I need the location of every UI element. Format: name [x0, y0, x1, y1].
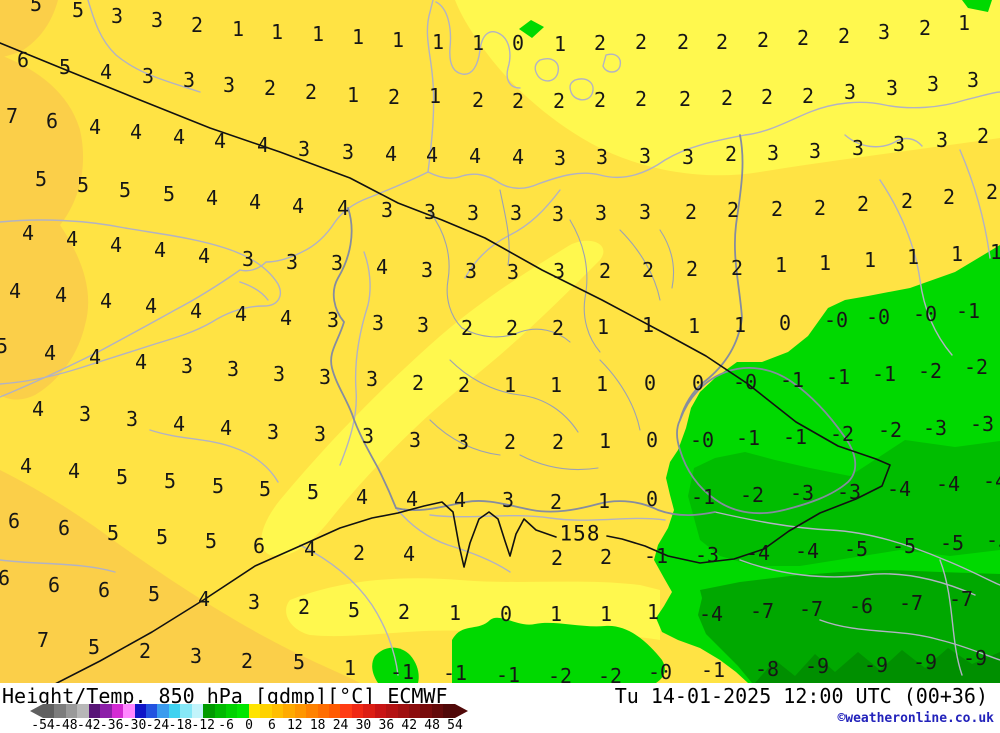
legend-color-segment — [157, 704, 169, 718]
legend-color-segment — [145, 704, 158, 718]
legend-tick-label: 6 — [267, 718, 276, 733]
legend-color-segment — [111, 704, 124, 718]
legend-tick-label: -42 — [77, 718, 101, 733]
shade-green-alps — [452, 617, 665, 683]
legend-color-segment — [168, 704, 181, 718]
shade-green-small — [372, 647, 419, 683]
legend-color-segment — [386, 704, 398, 718]
legend-color-segment — [409, 704, 421, 718]
legend-color-segment — [260, 704, 272, 718]
height-contour-158 — [0, 42, 891, 683]
legend-color-segment — [214, 704, 226, 718]
shade-gold-west — [0, 55, 89, 400]
legend-colorbar — [43, 704, 455, 718]
legend-tick-label: 18 — [309, 718, 326, 733]
legend-color-segment — [283, 704, 295, 718]
legend-color-segment — [43, 704, 55, 718]
legend-tick-label: 0 — [245, 718, 253, 733]
legend-color-segment — [237, 704, 249, 718]
legend-tick-label: 42 — [401, 718, 418, 733]
legend-color-segment — [123, 704, 135, 718]
legend-color-segment — [374, 704, 387, 718]
shade-bright-band — [261, 240, 604, 556]
coastlines — [0, 0, 1000, 676]
shade-gold-corner — [0, 0, 58, 58]
legend-color-segment — [340, 704, 352, 718]
legend-color-segment — [431, 704, 444, 718]
legend-color-segment — [351, 704, 364, 718]
legend-color-segment — [294, 704, 307, 718]
legend-tick-label: 54 — [447, 718, 463, 733]
legend-color-segment — [203, 704, 215, 718]
legend-color-segment — [191, 704, 204, 718]
legend-tick-label: -24 — [145, 718, 170, 733]
legend-tick-label: -54 — [31, 718, 55, 733]
shade-green-darkest — [755, 648, 1000, 683]
legend-tick-label: -12 — [191, 718, 215, 733]
legend-color-segment — [54, 704, 66, 718]
legend-color-segment — [134, 704, 146, 718]
footer-bar: Height/Temp. 850 hPa [gdmp][°C] ECMWF Tu… — [0, 683, 1000, 733]
legend-color-segment — [317, 704, 329, 718]
legend-tick-label: -18 — [168, 718, 193, 733]
shade-green-spot-corner — [962, 0, 992, 12]
shade-bright-northeast — [455, 0, 1000, 176]
legend-tick-label: 12 — [286, 718, 303, 733]
legend-color-segment — [306, 704, 318, 718]
legend-color-segment — [77, 704, 89, 718]
legend-color-segment — [88, 704, 101, 718]
legend-color-segment — [420, 704, 432, 718]
legend-color-segment — [100, 704, 112, 718]
contour-value-label: 158 — [559, 521, 601, 546]
legend-color-segment — [397, 704, 409, 718]
shade-green-dark — [698, 570, 1000, 683]
legend-color-segment — [226, 704, 238, 718]
shade-green-spot-north — [519, 20, 544, 38]
valid-datetime: Tu 14-01-2025 12:00 UTC (00+36) — [614, 684, 988, 708]
legend-tick-label: 48 — [424, 718, 440, 733]
legend-color-segment — [65, 704, 78, 718]
legend-tick-label: -30 — [122, 718, 147, 733]
legend-tick-label: -48 — [54, 718, 78, 733]
legend-color-segment — [271, 704, 284, 718]
legend-arrow-right-icon — [455, 704, 468, 718]
legend-tick-label: 30 — [355, 718, 372, 733]
legend-color-segment — [248, 704, 261, 718]
country-borders — [330, 134, 857, 517]
legend-arrow-left-icon — [30, 704, 43, 718]
legend-tick-label: -36 — [99, 718, 124, 733]
legend-tick-labels: -54 -48 -42 -36 -30 -24 -18 -12 -6 0 6 12 18 24 30 36 42… — [30, 718, 500, 733]
legend-color-segment — [328, 704, 341, 718]
state-borders — [429, 189, 675, 470]
map-svg — [0, 0, 1000, 683]
copyright-notice: ©weatheronline.co.uk — [837, 711, 994, 726]
legend-color-segment — [363, 704, 375, 718]
legend-color-segment — [443, 704, 455, 718]
legend-tick-label: -6 — [218, 718, 234, 733]
shade-gold-southwest — [0, 470, 360, 683]
legend-tick-label: 24 — [332, 718, 349, 733]
legend-tick-label: 36 — [378, 718, 395, 733]
legend-color-segment — [180, 704, 192, 718]
